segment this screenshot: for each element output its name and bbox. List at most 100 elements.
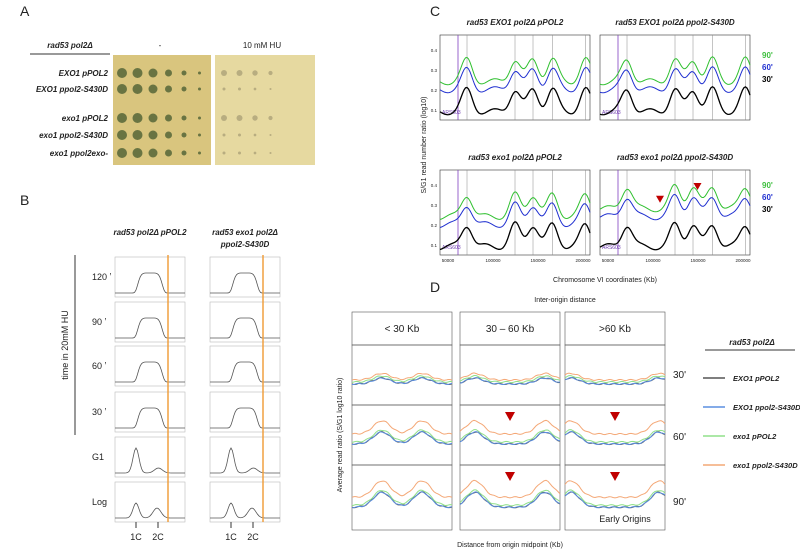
ratio-curve <box>439 201 591 228</box>
axis-label: Average read ratio (S/G1 log10 ratio) <box>337 378 344 493</box>
histogram <box>210 407 280 429</box>
arrowhead <box>505 472 515 481</box>
average-curve <box>564 480 666 499</box>
spot <box>268 70 273 76</box>
spot <box>165 131 172 139</box>
x-label: 1C <box>130 532 142 542</box>
average-curve <box>351 375 453 384</box>
histogram <box>115 407 185 429</box>
histogram-box <box>209 345 281 387</box>
average-curve <box>564 375 666 384</box>
spot <box>238 87 241 91</box>
column-title: rad53 pol2Δ pPOL2 <box>113 228 187 237</box>
legend-label: 30' <box>762 205 773 214</box>
histogram <box>210 361 280 383</box>
column-label: >60 Kb <box>599 324 631 335</box>
histogram-box <box>114 256 186 298</box>
genotype: rad53 pol2Δ <box>47 41 93 50</box>
spot <box>269 87 272 91</box>
average-curve <box>459 431 561 446</box>
average-curve <box>459 491 561 509</box>
spot <box>222 151 226 155</box>
y-tick-label: 0.1 <box>431 243 438 248</box>
plot-title: rad53 exo1 pol2Δ ppol2-S430D <box>617 153 733 162</box>
average-curve <box>459 376 561 386</box>
spot <box>148 68 158 78</box>
spot <box>198 87 201 91</box>
ratio-curve <box>599 56 751 86</box>
ratio-curve <box>599 221 751 251</box>
average-curve <box>351 420 453 435</box>
average-curve <box>564 376 666 386</box>
spot <box>148 130 158 140</box>
plot-title: rad53 exo1 pol2Δ pPOL2 <box>468 153 562 162</box>
y-tick-label: 0.2 <box>431 223 438 228</box>
spot <box>198 151 201 155</box>
spot <box>236 70 243 76</box>
panel-label: C <box>430 3 440 19</box>
x-tick-label: 50000 <box>442 258 455 263</box>
histogram-box <box>209 256 281 298</box>
spot <box>198 71 201 75</box>
plot-frame <box>564 464 666 531</box>
spot <box>222 87 226 91</box>
plot-frame <box>564 344 666 406</box>
spot <box>238 133 241 137</box>
average-curve <box>459 375 561 384</box>
x-tick-label: 150000 <box>530 258 546 263</box>
spot <box>181 70 187 76</box>
average-curve <box>351 489 453 507</box>
origin-label: ARS603 <box>602 110 621 116</box>
histogram-box <box>114 301 186 343</box>
spot <box>268 115 273 121</box>
average-curve <box>564 430 666 446</box>
legend-label: exo1 ppol2-S430D <box>733 461 798 470</box>
x-tick-label: 100000 <box>485 258 501 263</box>
strain-label: exo1 ppol2-S430D <box>39 131 108 140</box>
row-label: 30 ʼ <box>92 407 107 417</box>
histogram <box>115 502 185 519</box>
row-label: 30' <box>673 370 686 381</box>
origin-label: ARS603 <box>602 245 621 251</box>
average-curve <box>564 420 666 436</box>
spot <box>222 133 226 137</box>
average-curve <box>459 372 561 382</box>
column-label: < 30 Kb <box>385 324 420 335</box>
axis-label: Distance from origin midpoint (Kb) <box>457 542 563 549</box>
strain-label: EXO1 pPOL2 <box>59 69 109 78</box>
spot <box>253 133 257 137</box>
spot <box>238 151 241 155</box>
origin-label: ARS603 <box>442 245 461 251</box>
spot <box>165 149 172 157</box>
ratio-curve <box>599 193 751 221</box>
spot <box>117 113 127 123</box>
condition: 10 mM HU <box>243 41 281 50</box>
spot <box>132 130 143 140</box>
spot <box>181 115 187 121</box>
average-curve <box>459 429 561 444</box>
x-tick-label: 150000 <box>690 258 706 263</box>
plot-title: rad53 EXO1 pol2Δ ppol2-S430D <box>615 18 735 27</box>
histogram-box <box>114 345 186 387</box>
spot <box>181 132 187 138</box>
row-label: 60' <box>673 432 686 443</box>
spot <box>269 133 272 137</box>
histogram <box>210 447 280 474</box>
histogram-box <box>114 481 186 523</box>
legend-label: 90' <box>762 51 773 60</box>
x-label: 2C <box>152 532 164 542</box>
spot <box>253 87 257 91</box>
histogram <box>210 317 280 339</box>
x-tick-label: 100000 <box>645 258 661 263</box>
y-tick-label: 0.3 <box>431 203 438 208</box>
plate-minus <box>113 55 211 165</box>
average-curve <box>459 479 561 499</box>
average-curve <box>564 491 666 509</box>
x-tick-label: 200000 <box>735 258 751 263</box>
plot-title: rad53 EXO1 pol2Δ pPOL2 <box>467 18 564 27</box>
spot <box>165 69 172 77</box>
ratio-curve <box>439 191 591 220</box>
x-tick-label: 50000 <box>602 258 615 263</box>
average-curve <box>459 419 561 436</box>
